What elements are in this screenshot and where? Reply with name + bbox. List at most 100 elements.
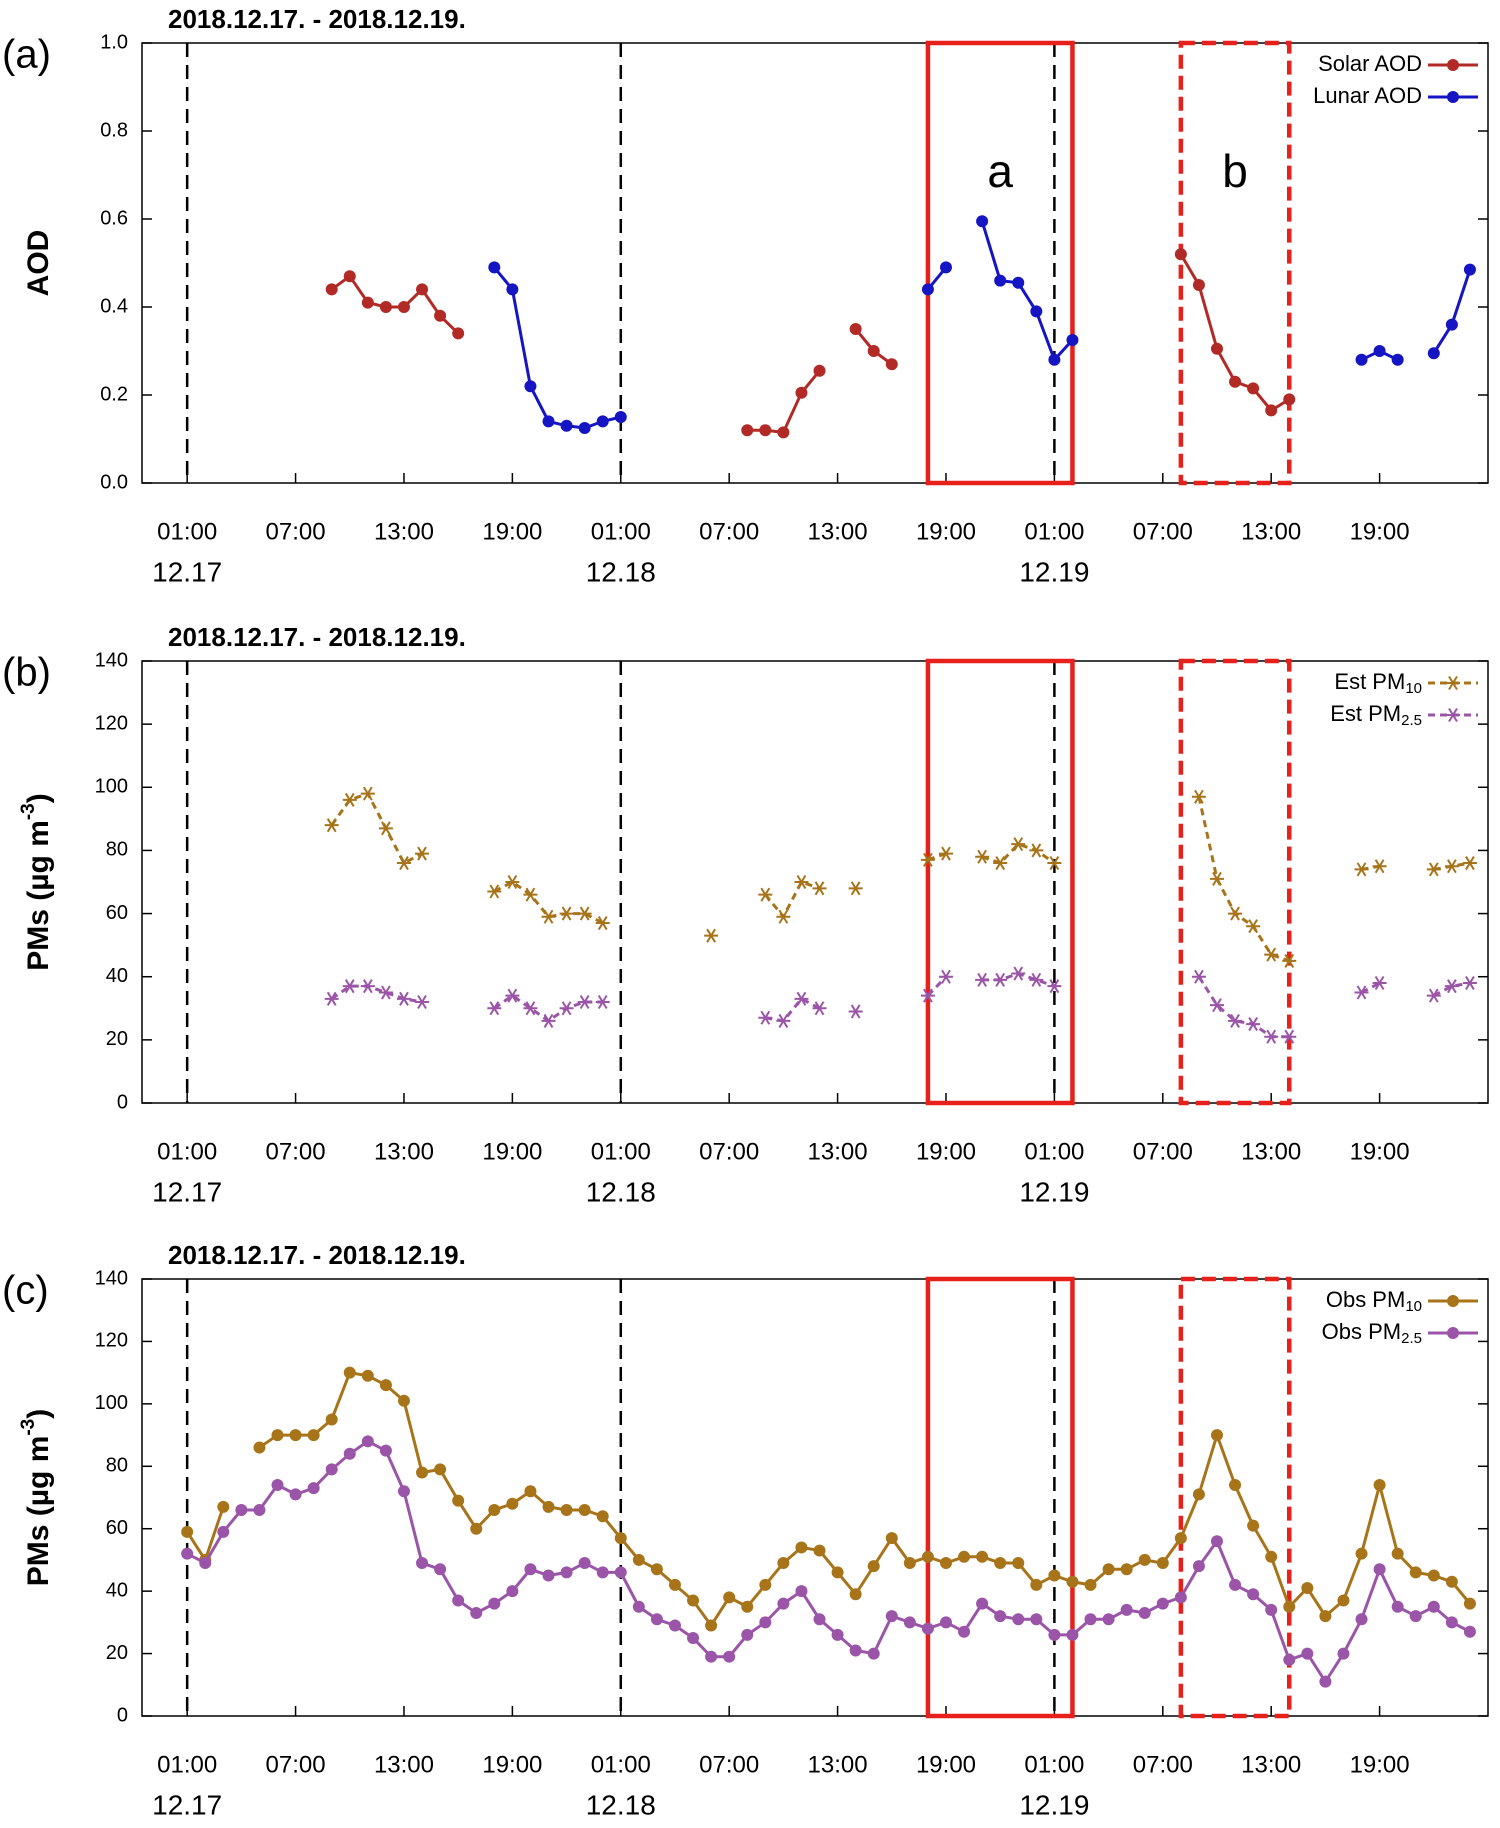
data-point [181, 1525, 194, 1538]
data-point [650, 1563, 663, 1576]
data-point [1047, 979, 1062, 994]
data-point [813, 364, 826, 377]
data-point [614, 1532, 627, 1545]
data-point [741, 1600, 754, 1613]
box-label: b [1222, 145, 1248, 197]
data-point [488, 261, 501, 274]
x-tick-label: 19:00 [1350, 1138, 1410, 1165]
legend-label: Solar AOD [1318, 51, 1422, 76]
data-point [324, 991, 339, 1006]
data-point [867, 1647, 880, 1660]
data-point [939, 261, 952, 274]
data-point [1102, 1563, 1115, 1576]
data-point [1192, 1560, 1205, 1573]
y-axis-label: AOD [22, 230, 55, 297]
series-line [185, 1370, 1472, 1629]
data-point [1228, 906, 1243, 921]
data-point [759, 1578, 772, 1591]
data-point [434, 1563, 447, 1576]
plot-frame [141, 1278, 1489, 1717]
data-point [1301, 1647, 1314, 1660]
date-label: 12.17 [152, 1789, 222, 1820]
data-point [958, 1625, 971, 1638]
series-line [330, 971, 1471, 1039]
data-point [360, 979, 375, 994]
legend-label: Obs PM2.5 [1322, 1319, 1422, 1347]
data-point [1282, 1029, 1297, 1044]
data-point [1427, 347, 1440, 360]
data-point [434, 1463, 447, 1476]
legend-label: Est PM10 [1334, 669, 1422, 697]
data-point [650, 1613, 663, 1626]
data-point [1264, 947, 1279, 962]
data-point [1066, 334, 1079, 346]
data-point [1210, 342, 1223, 355]
data-point [723, 1650, 736, 1663]
data-point [705, 1619, 718, 1632]
data-point [506, 283, 519, 296]
data-point [1462, 856, 1477, 871]
data-point [1282, 953, 1297, 968]
x-tick-label: 01:00 [591, 1138, 651, 1165]
data-point [1463, 263, 1476, 276]
y-axis-label-sup: -3 [18, 1419, 39, 1436]
data-point [577, 994, 592, 1009]
data-point [253, 1441, 266, 1454]
data-point [975, 972, 990, 987]
data-point [1391, 1600, 1404, 1613]
data-point [1012, 1613, 1025, 1626]
data-point [776, 1013, 791, 1028]
date-label: 12.18 [586, 556, 656, 587]
data-point [758, 1010, 773, 1025]
panel-title: 2018.12.17. - 2018.12.19. [168, 622, 466, 652]
x-tick-label: 19:00 [482, 518, 542, 545]
data-point [1319, 1675, 1332, 1688]
y-tick-label: 80 [106, 1455, 128, 1477]
data-point [415, 846, 430, 861]
data-point [1066, 1628, 1079, 1641]
data-point [1373, 1479, 1386, 1492]
data-point [994, 1557, 1007, 1570]
data-point [1084, 1613, 1097, 1626]
y-tick-label: 0.8 [100, 119, 128, 141]
data-point [1229, 1479, 1242, 1492]
y-tick-label: 40 [106, 965, 128, 987]
x-tick-label: 01:00 [591, 518, 651, 545]
data-point [1247, 1588, 1260, 1601]
data-point [1264, 1029, 1279, 1044]
data-point [849, 323, 862, 335]
data-point [452, 1494, 465, 1507]
data-point [1138, 1606, 1151, 1619]
data-point [578, 1503, 591, 1516]
data-point [1012, 276, 1025, 289]
data-point [307, 1429, 320, 1442]
data-point [1209, 871, 1224, 886]
data-point [1265, 1603, 1278, 1616]
data-point [379, 1444, 392, 1457]
legend-sub: 10 [1405, 1298, 1422, 1315]
x-tick-label: 13:00 [374, 1751, 434, 1778]
panel-title: 2018.12.17. - 2018.12.19. [168, 4, 466, 34]
data-point [452, 327, 465, 340]
data-point [378, 821, 393, 836]
data-point [1265, 1550, 1278, 1563]
data-point [1138, 1553, 1151, 1566]
data-point [831, 1628, 844, 1641]
data-point [578, 1557, 591, 1570]
data-point [885, 1532, 898, 1545]
data-point [1210, 1429, 1223, 1442]
y-tick-label: 100 [95, 776, 128, 798]
data-point [994, 274, 1007, 287]
data-point [487, 1001, 502, 1016]
data-point [903, 1616, 916, 1629]
data-point [632, 1553, 645, 1566]
legend-name: Solar AOD [1318, 51, 1422, 76]
data-point [523, 1001, 538, 1016]
data-point [1373, 345, 1386, 357]
data-point [1120, 1603, 1133, 1616]
data-point [1246, 1017, 1261, 1032]
x-tick-label: 01:00 [1024, 1751, 1084, 1778]
data-point [1120, 1563, 1133, 1576]
y-tick-label: 0.4 [100, 295, 128, 317]
data-point [596, 1566, 609, 1579]
